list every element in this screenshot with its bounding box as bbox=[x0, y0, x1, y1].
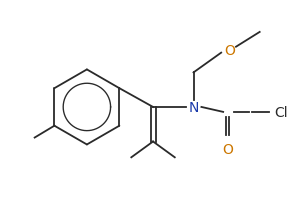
Text: O: O bbox=[225, 43, 235, 57]
Text: Cl: Cl bbox=[275, 105, 288, 119]
Text: N: N bbox=[188, 101, 199, 114]
Text: O: O bbox=[223, 143, 233, 157]
